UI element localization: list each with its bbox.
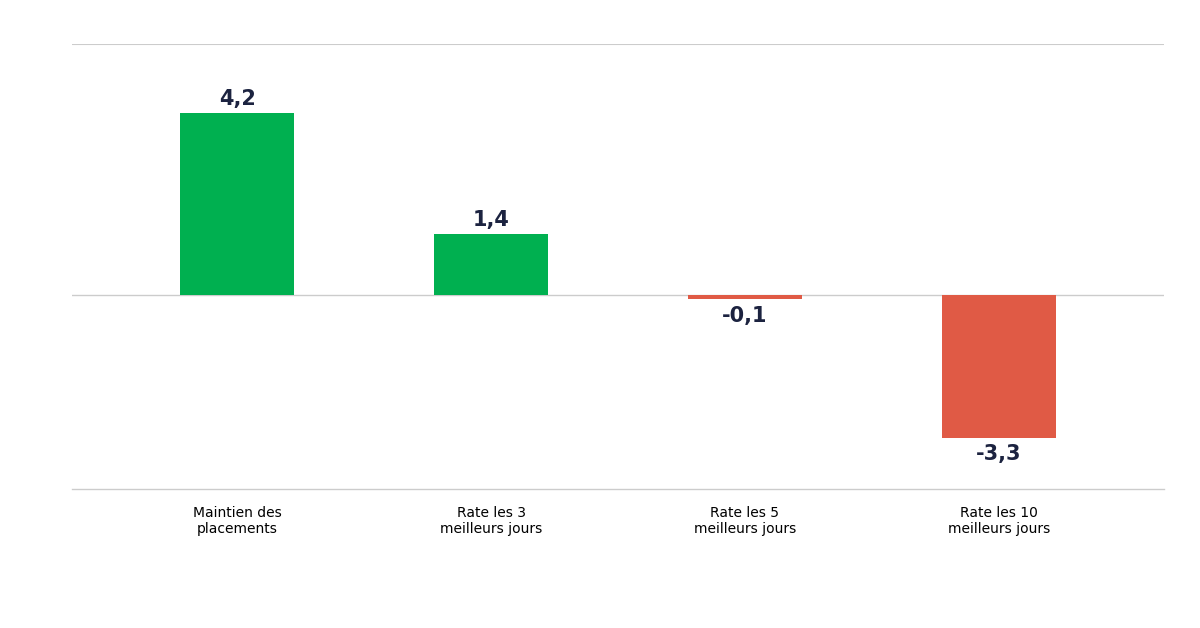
Text: 4,2: 4,2 [218,89,256,109]
Text: 1,4: 1,4 [473,210,510,230]
Text: -0,1: -0,1 [722,306,768,325]
Bar [180,113,294,295]
Bar [434,234,548,295]
Text: -3,3: -3,3 [976,444,1021,464]
Bar [688,295,802,299]
Bar [942,295,1056,438]
